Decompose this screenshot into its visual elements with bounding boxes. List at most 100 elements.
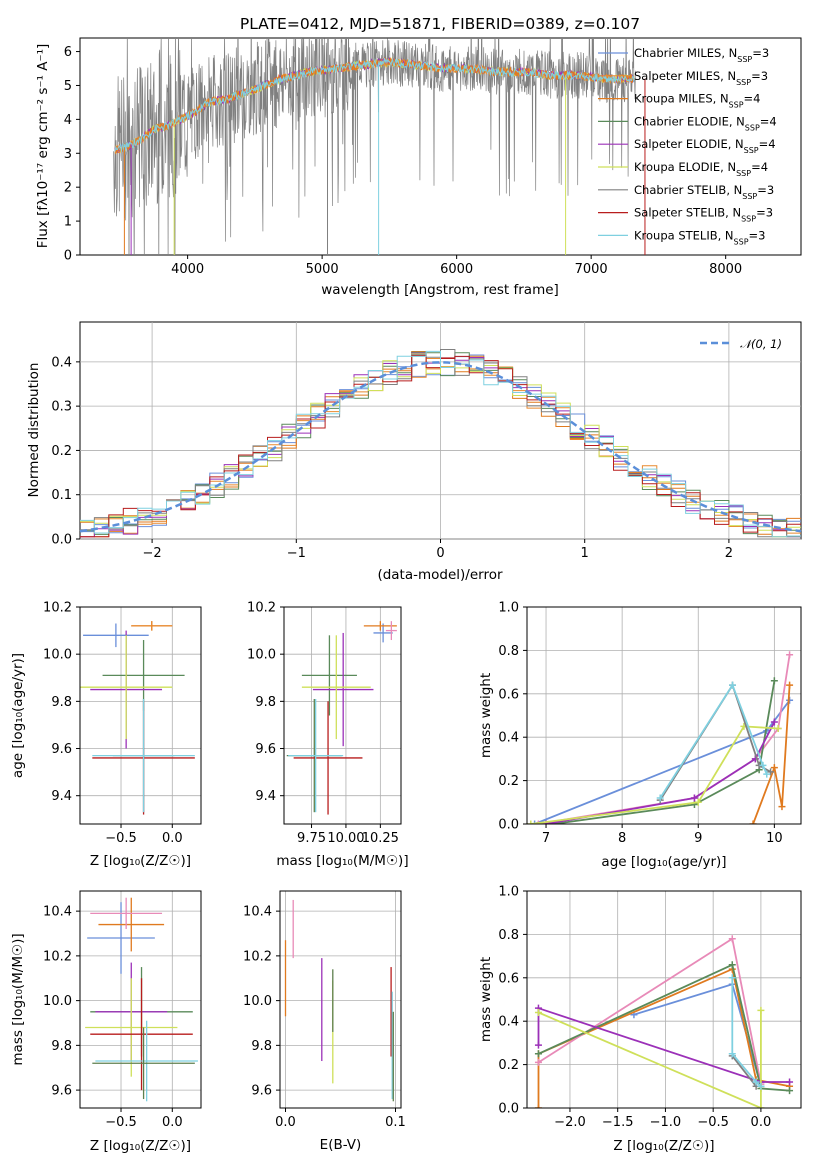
weight-vs-Z-xtick-label-4: 0.0: [751, 1115, 772, 1130]
residuals-ytick-label-4: 0.4: [51, 355, 72, 370]
spectrum-ytick-label-6: 6: [64, 45, 72, 60]
spectrum-xlabel: wavelength [Angstrom, rest frame]: [321, 282, 559, 298]
weight-vs-Z-ytick-label-5: 1.0: [498, 885, 519, 900]
age-vs-Z-xtick-label-1: 0.0: [162, 831, 183, 846]
weight-vs-age-ytick-label-5: 1.0: [498, 601, 519, 616]
age-vs-mass-ytick-label-3: 10.0: [247, 648, 276, 663]
spectrum-legend-label-8: Kroupa STELIB, NSSP=3: [634, 228, 765, 246]
spectrum-ytick-label-2: 2: [64, 181, 72, 196]
spectrum-xtick-label-3: 7000: [575, 262, 608, 277]
weight-vs-age-marker-2-0: [534, 820, 542, 824]
residuals-ytick-label-3: 0.3: [51, 400, 72, 415]
weight-vs-age-series-2: [538, 654, 791, 824]
weight-vs-age-marker-7-2: [759, 761, 767, 769]
spectrum-xtick-label-2: 6000: [440, 262, 473, 277]
weight-vs-Z-marker-1-0: [534, 1104, 542, 1108]
age-vs-mass-ytick-label-4: 10.2: [247, 601, 276, 616]
mass-vs-Z-axes: [79, 890, 202, 1109]
age-vs-Z-ytick-label-2: 9.8: [51, 695, 72, 710]
weight-vs-Z-marker-4-3: [786, 1078, 794, 1086]
mass-vs-Z-xtick-label-1: 0.0: [162, 1115, 183, 1130]
age-vs-mass-ytick-label-2: 9.8: [255, 695, 276, 710]
spectrum-legend-label-4: Salpeter ELODIE, NSSP=4: [634, 137, 776, 155]
weight-vs-Z-xtick-label-1: −1.5: [602, 1115, 634, 1130]
weight-vs-age-marks: [527, 651, 794, 824]
age-vs-Z-panel: −0.5 0.0 9.4 9.6 9.8 10.0 10.2 Z [log₁₀(Z/Z☉)] a…: [10, 601, 202, 869]
weight-vs-Z-series-0: [633, 983, 762, 1087]
weight-vs-age-ytick-label-4: 0.8: [498, 644, 519, 659]
weight-vs-Z-series-6: [731, 1055, 757, 1087]
weight-vs-Z-marker-3-3: [786, 1087, 794, 1095]
age-vs-mass-xtick-label-0: 9.75: [297, 831, 326, 846]
spectrum-legend-label-1: Salpeter MILES, NSSP=3: [634, 69, 768, 87]
residuals-legend: 𝒩(0, 1): [700, 337, 782, 351]
weight-vs-age-marker-5-3: [774, 725, 782, 733]
spectrum-ytick-label-5: 5: [64, 79, 72, 94]
mass-vs-EBV-ytick-label-1: 9.8: [251, 1039, 272, 1054]
age-vs-Z-axes: [79, 606, 202, 825]
age-vs-Z-xtick-label-0: −0.5: [105, 831, 137, 846]
weight-vs-age-ytick-label-3: 0.6: [498, 687, 519, 702]
residuals-ticks: −2 −1 0 1 2 0.0 0.1 0.2 0.3 0.4: [51, 355, 733, 561]
weight-vs-age-series-3: [553, 680, 776, 824]
weight-vs-age-xtick-label-2: 9: [694, 831, 702, 846]
weight-vs-Z-marker-2-1: [728, 935, 736, 943]
residuals-ytick-label-0: 0.0: [51, 533, 72, 548]
mass-vs-EBV-xtick-label-0: 0.0: [275, 1115, 296, 1130]
spectrum-legend-label-6: Chabrier STELIB, NSSP=3: [634, 183, 774, 201]
spectrum-legend-label-3: Chabrier ELODIE, NSSP=4: [634, 114, 777, 131]
weight-vs-Z-series-7: [731, 977, 762, 1087]
residual-histogram-8: [80, 350, 801, 538]
residuals-ylabel: Normed distribution: [26, 363, 42, 498]
weight-vs-age-ytick-label-2: 0.4: [498, 731, 519, 746]
residuals-xtick-label-0: −2: [143, 546, 162, 561]
weight-vs-Z-marks: [534, 935, 794, 1108]
weight-vs-Z-ytick-label-1: 0.2: [498, 1058, 519, 1073]
weight-vs-Z-series-3: [538, 963, 790, 1092]
weight-vs-age-ytick-label-0: 0.0: [498, 818, 519, 833]
weight-vs-age-ylabel: mass weight: [478, 673, 494, 758]
weight-vs-Z-marker-7-1: [728, 1050, 736, 1058]
weight-vs-age-marker-0-0: [531, 820, 539, 824]
mass-vs-EBV-xlabel: E(B-V): [320, 1137, 362, 1153]
residuals-ytick-label-2: 0.2: [51, 444, 72, 459]
weight-vs-Z-series-2: [538, 937, 762, 1085]
residuals-ytick-label-1: 0.1: [51, 488, 72, 503]
residuals-xtick-label-3: 1: [581, 546, 589, 561]
spectrum-ytick-label-1: 1: [64, 215, 72, 230]
weight-vs-Z-marker-2-0: [534, 1058, 542, 1066]
mass-vs-EBV-ytick-label-4: 10.4: [243, 905, 272, 920]
age-vs-Z-ytick-label-4: 10.2: [43, 601, 72, 616]
model-spectrum-line-4: [114, 57, 635, 152]
mass-vs-Z-ytick-label-2: 10.0: [43, 994, 72, 1009]
weight-vs-age-marker-7-0: [656, 794, 664, 802]
weight-vs-age-marker-1-2: [778, 803, 786, 811]
weight-vs-Z-xtick-label-0: −2.0: [554, 1115, 586, 1130]
weight-vs-Z-marker-5-2: [757, 1006, 765, 1014]
age-vs-Z-ylabel: age [log₁₀(age/yr)]: [10, 653, 26, 778]
weight-vs-Z-ylabel: mass weight: [478, 957, 494, 1042]
residuals-panel: −2 −1 0 1 2 0.0 0.1 0.2 0.3 0.4 𝒩(0, 1) (data-mod…: [26, 321, 802, 583]
mass-vs-EBV-ytick-label-2: 10.0: [243, 994, 272, 1009]
mass-vs-EBV-axes: [279, 890, 402, 1109]
age-vs-Z-ytick-label-3: 10.0: [43, 648, 72, 663]
residuals-legend-label: 𝒩(0, 1): [740, 337, 782, 351]
spectrum-ytick-label-4: 4: [64, 113, 72, 128]
weight-vs-Z-xlabel: Z [log₁₀(Z/Z☉)]: [613, 1138, 714, 1154]
weight-vs-Z-ytick-label-4: 0.8: [498, 928, 519, 943]
weight-vs-age-marker-7-3: [763, 770, 771, 778]
spectrum-xtick-label-1: 5000: [306, 262, 339, 277]
weight-vs-age-ytick-label-1: 0.2: [498, 774, 519, 789]
weight-vs-age-xtick-label-3: 10: [766, 831, 783, 846]
observed-spectrum-line: [113, 38, 636, 255]
age-vs-Z-marks: [80, 621, 195, 815]
spectrum-legend-label-0: Chabrier MILES, NSSP=3: [634, 46, 769, 64]
spectrum-legend: Chabrier MILES, NSSP=3 Salpeter MILES, NS…: [598, 46, 777, 246]
weight-vs-age-marker-3-3: [770, 677, 778, 685]
weight-vs-age-marker-1-0: [749, 820, 757, 824]
weight-vs-Z-ytick-label-0: 0.0: [498, 1102, 519, 1117]
weight-vs-age-axes: [526, 606, 802, 825]
age-vs-Z-xlabel: Z [log₁₀(Z/Z☉)]: [90, 853, 191, 869]
spectrum-legend-label-5: Kroupa ELODIE, NSSP=4: [634, 160, 768, 178]
